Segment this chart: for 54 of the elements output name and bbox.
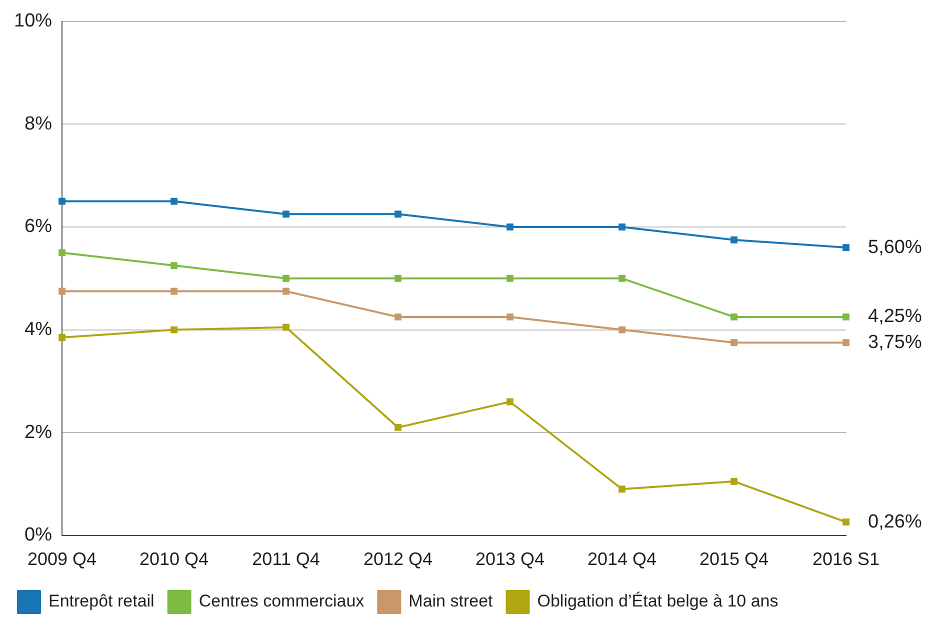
y-tick-label: 8% (24, 113, 52, 134)
point (170, 288, 178, 295)
point (618, 274, 626, 282)
point (618, 224, 626, 230)
point (58, 249, 66, 256)
point (58, 288, 66, 295)
x-tick-label: 2011 Q4 (252, 549, 320, 570)
y-tick-label: 0% (24, 524, 52, 546)
point (618, 326, 626, 334)
x-tick-label: 2013 Q4 (475, 549, 545, 570)
point (730, 339, 738, 346)
point (394, 274, 402, 282)
y-tick-label: 10% (14, 10, 52, 32)
point (730, 478, 738, 485)
point (282, 274, 290, 282)
y-tick-label: 6% (24, 216, 52, 238)
legend-label: Entrepôt retail (48, 592, 154, 611)
point (170, 326, 178, 334)
y-tick-label: 2% (24, 422, 52, 443)
point (170, 198, 178, 205)
x-tick-label: 2010 Q4 (139, 549, 209, 570)
legend-label: Obligation d’État belge à 10 ans (537, 592, 778, 611)
point (170, 262, 178, 270)
point (282, 324, 290, 331)
point (282, 210, 290, 218)
point (730, 236, 738, 244)
point (618, 486, 626, 493)
point (58, 334, 66, 341)
point (394, 424, 402, 431)
point (730, 313, 738, 320)
x-tick-label: 2012 Q4 (363, 549, 433, 570)
legend-label: Main street (408, 592, 494, 611)
point (58, 198, 66, 205)
point (842, 339, 850, 346)
point (842, 518, 850, 526)
point (506, 313, 514, 320)
point (506, 398, 514, 406)
point (394, 313, 402, 320)
point (842, 313, 850, 320)
x-tick-label: 2009 Q4 (27, 549, 97, 570)
x-tick-label: 2016 S1 (812, 549, 880, 570)
x-tick-label: 2014 Q4 (587, 549, 657, 570)
legend-label: Centres commerciaux (198, 592, 365, 611)
data-label: 5,60% (868, 236, 922, 258)
data-label: 4,25% (868, 306, 922, 328)
data-label: 0,26% (868, 511, 922, 532)
x-tick-label: 2015 Q4 (699, 549, 769, 570)
y-tick-label: 4% (24, 319, 52, 340)
point (842, 244, 850, 252)
point (506, 274, 514, 282)
point (282, 288, 290, 295)
point (506, 224, 514, 230)
data-label: 3,75% (868, 332, 922, 353)
point (394, 210, 402, 218)
